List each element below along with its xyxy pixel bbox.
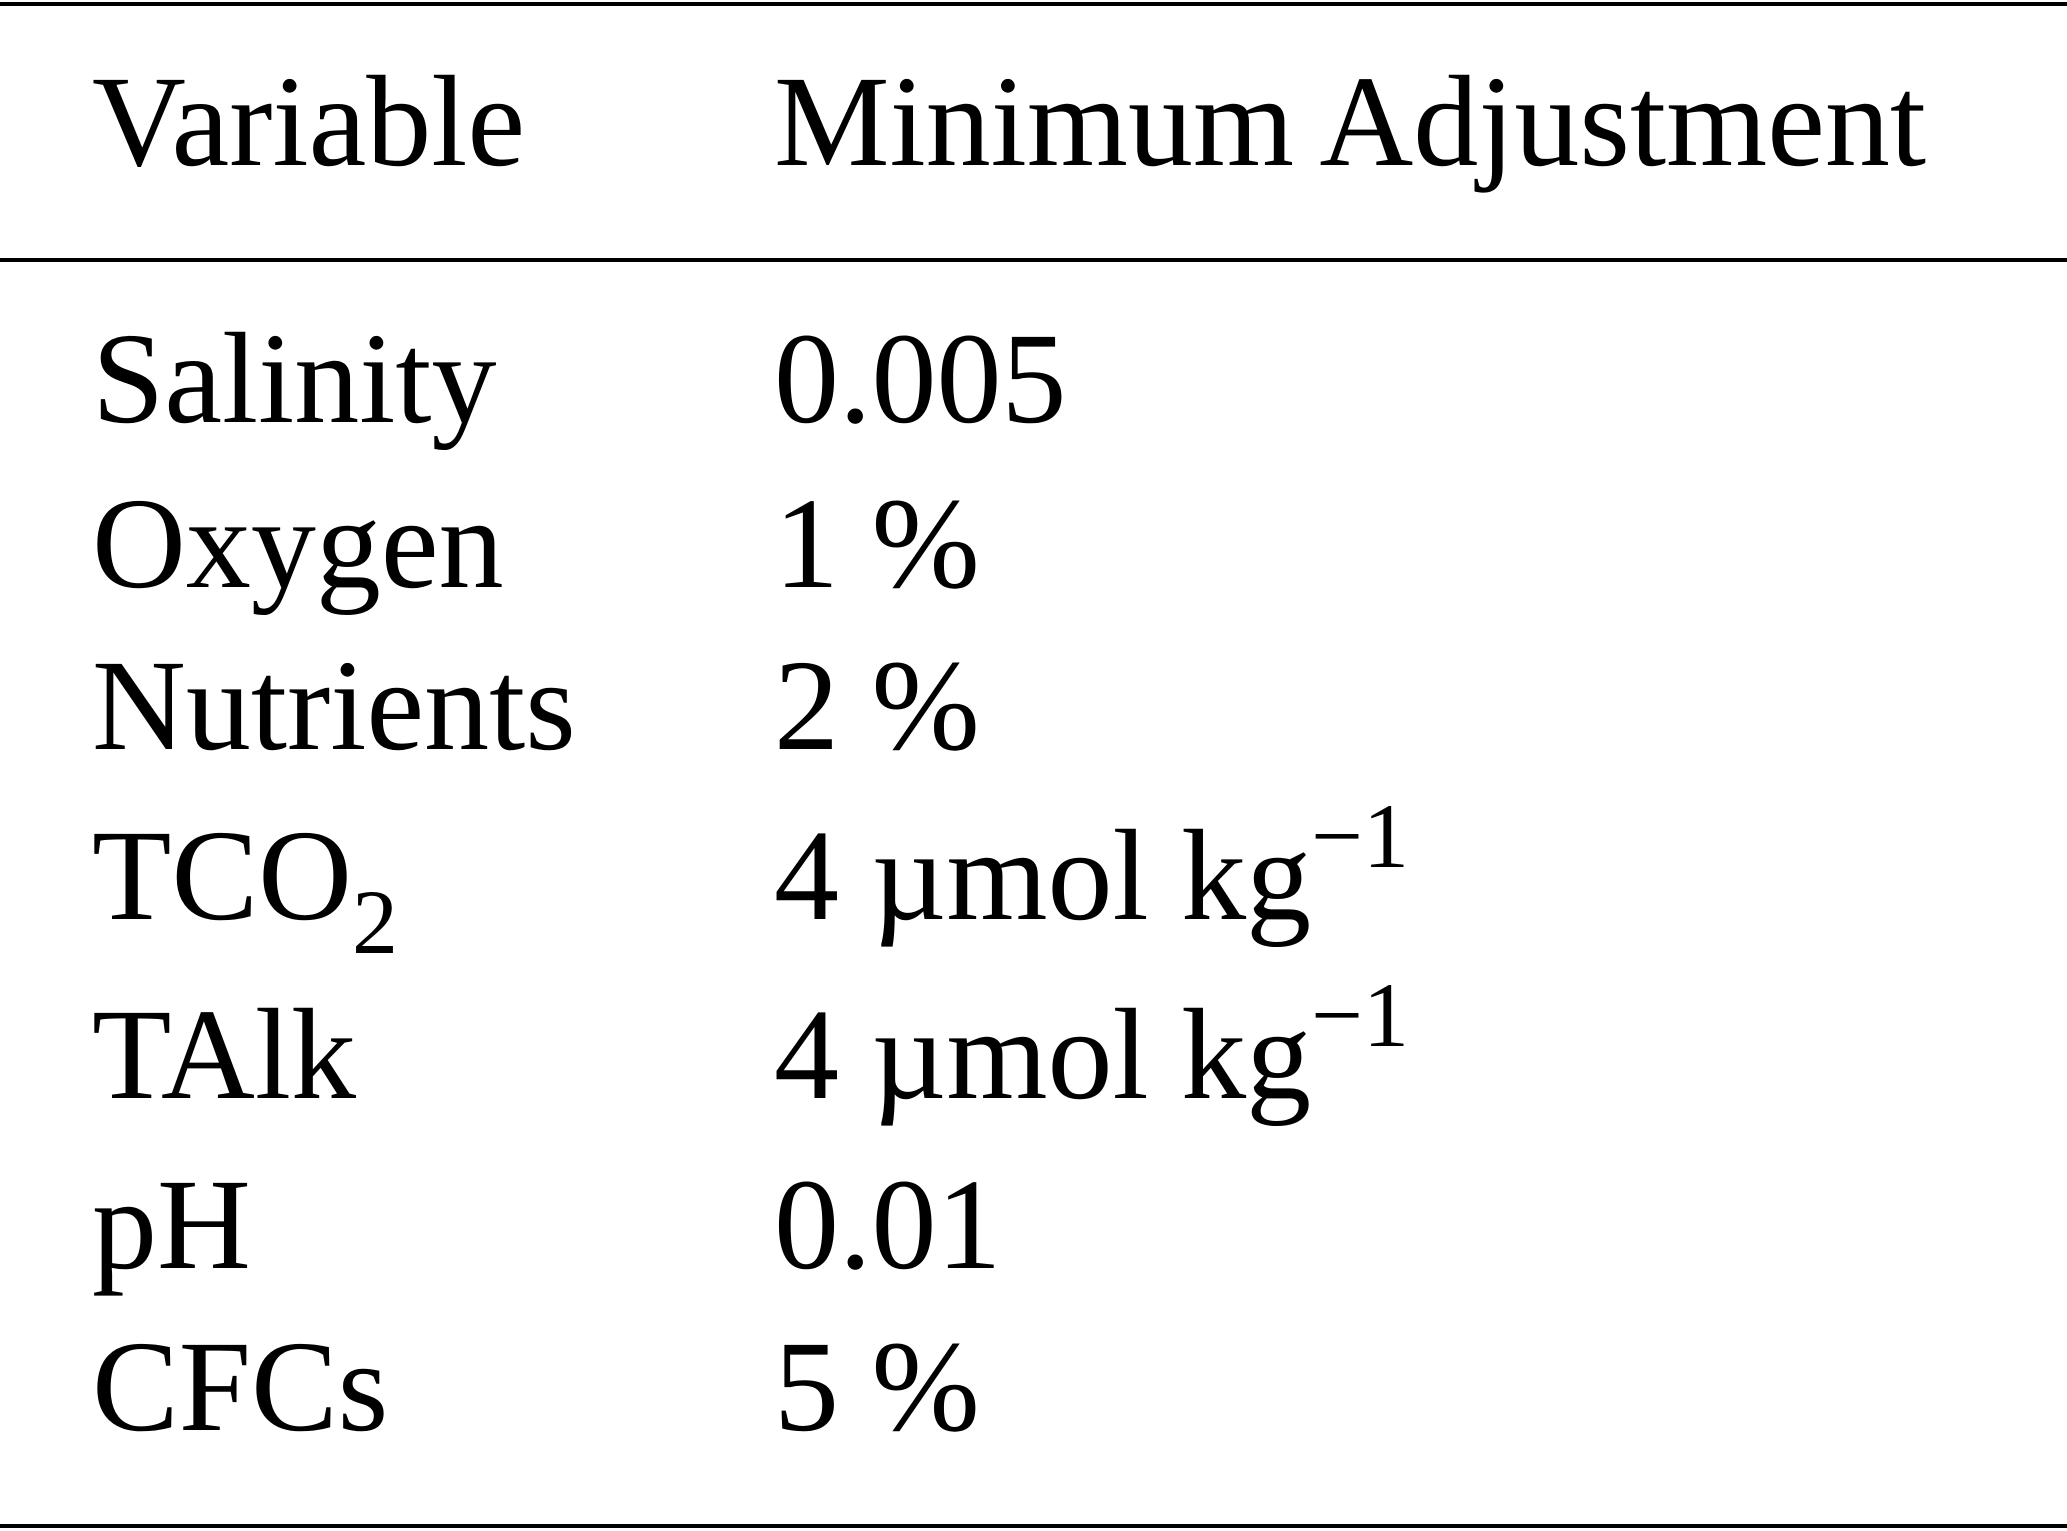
variable-text: Nutrients xyxy=(92,634,576,778)
variable-text: TAlk xyxy=(92,983,356,1127)
variable-text: CFCs xyxy=(92,1315,388,1459)
adjustment-cell: 5 % xyxy=(774,1315,980,1459)
adjustment-cell: 1 % xyxy=(774,472,980,616)
adjustment-text: 2 % xyxy=(774,634,980,778)
variable-cell: Nutrients xyxy=(92,634,576,778)
adjustment-cell: 4 µmol kg−1 xyxy=(774,964,1409,1127)
adjustment-cell: 4 µmol kg−1 xyxy=(774,785,1409,948)
adjustment-text: 0.005 xyxy=(774,307,1067,451)
adjustment-text: 4 µmol kg xyxy=(774,983,1311,1127)
adjustment-cell: 2 % xyxy=(774,634,980,778)
superscript: −1 xyxy=(1311,964,1409,1066)
adjustment-text: 4 µmol kg xyxy=(774,804,1311,948)
adjustment-cell: 0.005 xyxy=(774,307,1067,451)
header-cell: Variable xyxy=(92,50,525,194)
variable-cell: Oxygen xyxy=(92,472,504,616)
adjustment-text: 1 % xyxy=(774,472,980,616)
variable-cell: pH xyxy=(92,1153,251,1297)
header-cell: Minimum Adjustment xyxy=(774,50,1926,194)
adjustment-cell: 0.01 xyxy=(774,1153,1002,1297)
variable-cell: TCO2 xyxy=(92,804,398,973)
variable-text: pH xyxy=(92,1153,251,1297)
variable-cell: CFCs xyxy=(92,1315,388,1459)
adjustment-text: 5 % xyxy=(774,1315,980,1459)
variable-text: Salinity xyxy=(92,307,496,451)
variable-cell: Salinity xyxy=(92,307,496,451)
variable-text: Oxygen xyxy=(92,472,504,616)
subscript: 2 xyxy=(352,871,398,973)
adjustment-text: 0.01 xyxy=(774,1153,1002,1297)
variable-text: TCO xyxy=(92,804,352,948)
superscript: −1 xyxy=(1311,785,1409,887)
variable-cell: TAlk xyxy=(92,983,356,1127)
